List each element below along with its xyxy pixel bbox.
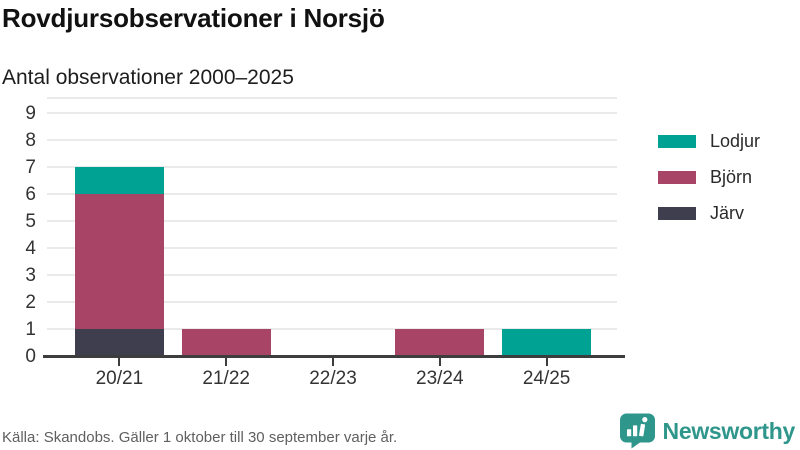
legend-item-Lodjur: Lodjur [658,131,760,152]
newsworthy-logo: Newsworthy [619,412,795,450]
gridline-top [47,97,617,99]
legend-label: Järv [710,203,745,223]
bar-23/24-Björn [395,329,485,356]
gridline-5 [47,220,617,222]
legend-swatch-Björn [658,171,696,184]
y-axis-label: 6 [25,184,36,205]
y-axis-label: 2 [25,292,36,313]
gridline-4 [47,247,617,249]
legend: Lodjur Björn Järv [658,131,760,239]
bar-21/22-Björn [181,329,271,356]
newsworthy-wordmark: Newsworthy [662,417,796,444]
x-axis-label: 24/25 [522,368,571,389]
x-tick-24/25 [545,357,548,366]
x-tick-21/22 [225,357,228,366]
gridline-2 [47,301,617,303]
y-axis-label: 8 [25,130,36,151]
bar-20/21-Järv [74,329,164,356]
y-axis-label: 9 [25,103,36,124]
gridline-8 [47,139,617,141]
x-tick-23/24 [438,357,441,366]
legend-label: Lodjur [710,131,761,151]
x-axis-label: 21/22 [202,368,250,389]
y-axis-label: 5 [25,211,36,232]
bar-20/21-Lodjur [74,167,164,194]
newsworthy-icon [619,413,655,449]
chart-title: Rovdjursobservationer i Norsjö [2,3,385,33]
legend-item-Järv: Järv [658,203,760,224]
bar-24/25-Lodjur [502,329,592,356]
source-note: Källa: Skandobs. Gäller 1 oktober till 3… [2,429,398,446]
gridline-7 [47,166,617,168]
x-axis-label: 20/21 [95,368,144,389]
chart-subtitle: Antal observationer 2000–2025 [2,66,294,89]
y-axis-label: 1 [25,319,36,340]
x-axis-label: 22/23 [309,368,357,389]
legend-item-Björn: Björn [658,167,760,188]
legend-swatch-Järv [658,207,696,220]
gridline-3 [47,274,617,276]
y-axis-label: 0 [25,346,36,367]
legend-label: Björn [710,167,753,187]
x-axis-line [43,355,625,358]
gridline-9 [47,112,617,114]
bar-20/21-Björn [74,194,164,329]
gridline-6 [47,193,617,195]
y-axis-label: 4 [25,238,36,259]
y-axis-label: 7 [25,157,36,178]
x-tick-22/23 [332,357,334,366]
legend-swatch-Lodjur [658,135,696,148]
gridline-1 [47,328,617,330]
x-tick-20/21 [118,357,121,366]
x-axis-label: 23/24 [416,368,464,389]
y-axis-label: 3 [25,265,36,286]
